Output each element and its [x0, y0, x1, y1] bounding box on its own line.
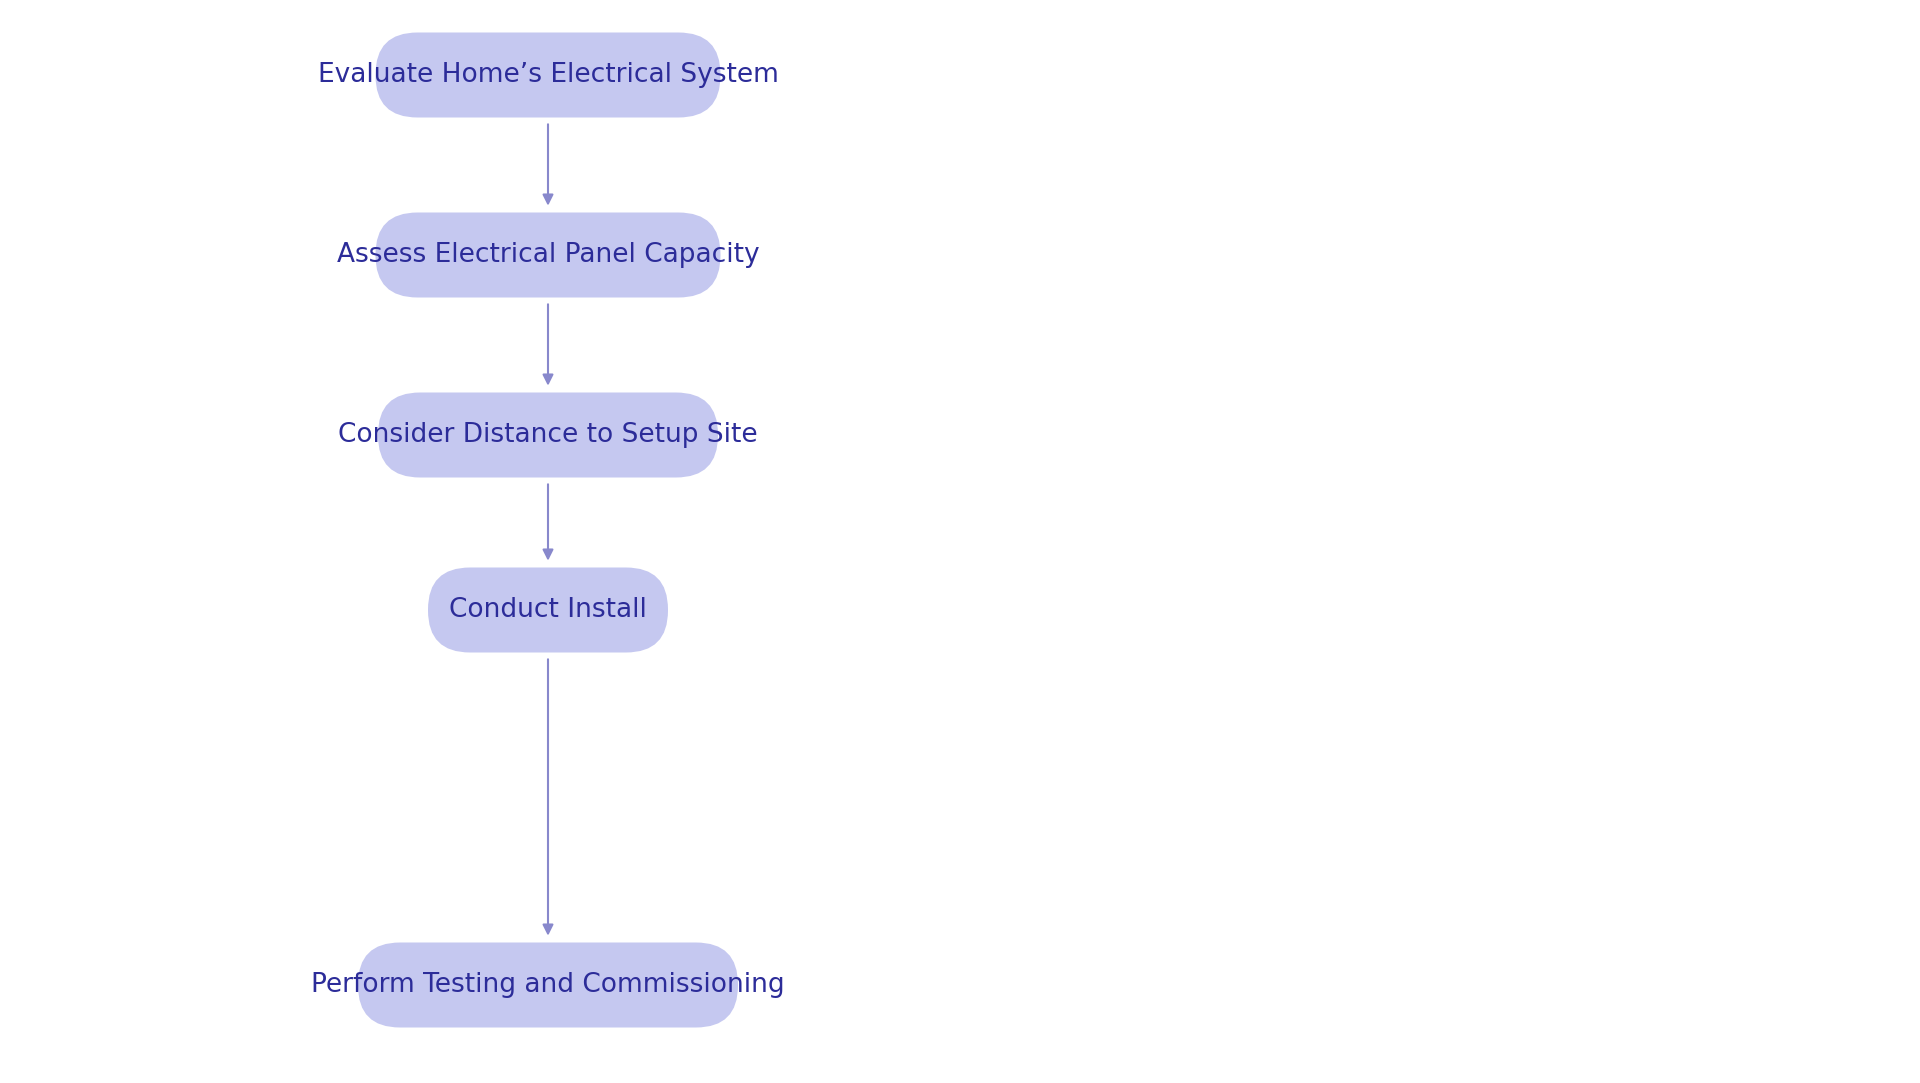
- FancyBboxPatch shape: [376, 32, 720, 117]
- FancyBboxPatch shape: [428, 567, 668, 652]
- FancyBboxPatch shape: [357, 942, 737, 1028]
- Text: Conduct Install: Conduct Install: [449, 597, 647, 623]
- FancyBboxPatch shape: [376, 212, 720, 298]
- Text: Evaluate Home’s Electrical System: Evaluate Home’s Electrical System: [317, 62, 778, 88]
- Text: Assess Electrical Panel Capacity: Assess Electrical Panel Capacity: [336, 242, 758, 268]
- FancyBboxPatch shape: [378, 392, 718, 478]
- Text: Perform Testing and Commissioning: Perform Testing and Commissioning: [311, 973, 785, 999]
- Text: Consider Distance to Setup Site: Consider Distance to Setup Site: [338, 422, 758, 448]
